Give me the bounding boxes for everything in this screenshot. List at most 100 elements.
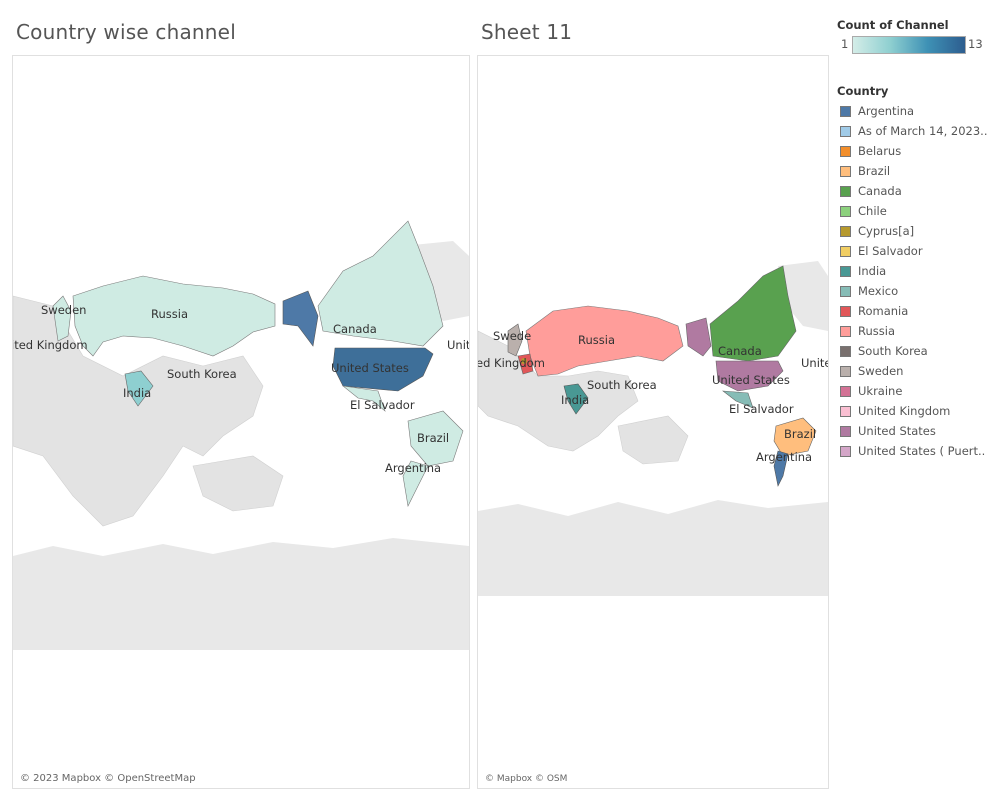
color-ramp bbox=[852, 36, 966, 54]
country-legend-item[interactable]: United States bbox=[840, 421, 988, 441]
label-india: India bbox=[561, 393, 589, 407]
alaska-region[interactable] bbox=[282, 290, 319, 347]
romania-region[interactable] bbox=[517, 353, 534, 375]
brazil-region[interactable] bbox=[773, 417, 817, 457]
legend-label: Mexico bbox=[858, 284, 899, 298]
alaska-region[interactable] bbox=[685, 317, 712, 357]
sweden-region[interactable] bbox=[52, 295, 72, 342]
color-legend-max: 13 bbox=[968, 37, 983, 51]
mexico-region[interactable] bbox=[341, 385, 386, 412]
legend-swatch bbox=[840, 165, 851, 177]
legend-label: Romania bbox=[858, 304, 909, 318]
india-region[interactable] bbox=[563, 383, 589, 415]
legend-label: United Kingdom bbox=[858, 404, 951, 418]
legend-swatch bbox=[840, 125, 851, 137]
map-attribution[interactable]: © Mapbox © OSM bbox=[485, 774, 568, 784]
legend-label: Sweden bbox=[858, 364, 904, 378]
legend-label: As of March 14, 2023.. bbox=[858, 124, 988, 138]
australia-shape bbox=[192, 455, 284, 512]
legend-swatch bbox=[840, 345, 851, 357]
country-legend-item[interactable]: As of March 14, 2023.. bbox=[840, 121, 988, 141]
label-brazil: Brazil bbox=[417, 431, 449, 445]
australia-shape bbox=[617, 415, 689, 465]
legend-label: Ukraine bbox=[858, 384, 903, 398]
cyprus-region[interactable] bbox=[521, 358, 527, 364]
legend-swatch bbox=[840, 405, 851, 417]
canada-region[interactable] bbox=[317, 220, 444, 347]
country-legend-item[interactable]: Argentina bbox=[840, 101, 988, 121]
color-legend-title: Count of Channel bbox=[837, 18, 949, 32]
label-brazil: Brazil bbox=[784, 427, 816, 441]
label-sweden: Sweden bbox=[41, 303, 86, 317]
legend-label: South Korea bbox=[858, 344, 928, 358]
canada-region[interactable] bbox=[709, 265, 797, 362]
map-canvas: Russia Canada Swede ed Kingdom South Kor… bbox=[478, 56, 828, 788]
legend-label: Russia bbox=[858, 324, 895, 338]
united-states-region[interactable] bbox=[715, 360, 784, 392]
label-argentina: Argentina bbox=[385, 461, 441, 475]
sheet-title-right: Sheet 11 bbox=[481, 20, 573, 44]
argentina-region[interactable] bbox=[402, 460, 429, 507]
legend-label: United States bbox=[858, 424, 936, 438]
map-attribution[interactable]: © 2023 Mapbox © OpenStreetMap bbox=[20, 773, 196, 784]
country-legend-item[interactable]: Canada bbox=[840, 181, 988, 201]
label-canada: Canada bbox=[718, 344, 762, 358]
label-sweden: Swede bbox=[493, 329, 531, 343]
country-legend-item[interactable]: South Korea bbox=[840, 341, 988, 361]
country-legend-item[interactable]: Chile bbox=[840, 201, 988, 221]
legend-label: United States ( Puert.. bbox=[858, 444, 986, 458]
label-edge-united: Unit bbox=[447, 338, 469, 352]
legend-swatch bbox=[840, 425, 851, 437]
country-legend-item[interactable]: India bbox=[840, 261, 988, 281]
mexico-region[interactable] bbox=[722, 390, 754, 409]
label-south-korea: South Korea bbox=[587, 378, 657, 392]
legend-label: Argentina bbox=[858, 104, 915, 118]
country-legend-item[interactable]: Cyprus[a] bbox=[840, 221, 988, 241]
antarctica-shape bbox=[13, 538, 469, 650]
country-legend-item[interactable]: Russia bbox=[840, 321, 988, 341]
united-states-region[interactable] bbox=[332, 347, 434, 392]
legend-swatch bbox=[840, 445, 851, 457]
legend-label: Brazil bbox=[858, 164, 891, 178]
label-canada: Canada bbox=[333, 322, 377, 336]
russia-region[interactable] bbox=[72, 275, 276, 357]
label-united-kingdom: ed Kingdom bbox=[478, 356, 545, 370]
legend-label: Cyprus[a] bbox=[858, 224, 915, 238]
label-russia: Russia bbox=[578, 333, 615, 347]
legend-swatch bbox=[840, 365, 851, 377]
country-legend-item[interactable]: Mexico bbox=[840, 281, 988, 301]
map-canvas: Russia Canada Sweden ited Kingdom South … bbox=[13, 56, 469, 788]
brazil-region[interactable] bbox=[407, 410, 464, 467]
country-legend-item[interactable]: Romania bbox=[840, 301, 988, 321]
legend-swatch bbox=[840, 225, 851, 237]
country-legend-item[interactable]: United Kingdom bbox=[840, 401, 988, 421]
map-country-wise-channel[interactable]: Russia Canada Sweden ited Kingdom South … bbox=[12, 55, 470, 789]
color-legend-min: 1 bbox=[841, 37, 849, 51]
legend-label: Canada bbox=[858, 184, 902, 198]
label-united-states: United States bbox=[331, 361, 409, 375]
country-legend-item[interactable]: El Salvador bbox=[840, 241, 988, 261]
grey-landmass bbox=[13, 295, 264, 527]
legend-label: El Salvador bbox=[858, 244, 923, 258]
map-sheet-11[interactable]: Russia Canada Swede ed Kingdom South Kor… bbox=[477, 55, 829, 789]
country-legend-item[interactable]: Brazil bbox=[840, 161, 988, 181]
antarctica-shape bbox=[478, 500, 828, 596]
label-argentina: Argentina bbox=[756, 450, 812, 464]
country-legend-item[interactable]: Belarus bbox=[840, 141, 988, 161]
india-region[interactable] bbox=[124, 370, 154, 407]
legend-label: India bbox=[858, 264, 887, 278]
greenland-shape bbox=[778, 261, 828, 331]
label-russia: Russia bbox=[151, 307, 188, 321]
sweden-region[interactable] bbox=[507, 323, 523, 357]
legend-swatch bbox=[840, 145, 851, 157]
legend-swatch bbox=[840, 185, 851, 197]
argentina-region[interactable] bbox=[773, 450, 789, 487]
legend-swatch bbox=[840, 245, 851, 257]
country-legend-item[interactable]: Ukraine bbox=[840, 381, 988, 401]
label-united-kingdom: ited Kingdom bbox=[13, 338, 88, 352]
country-legend-item[interactable]: United States ( Puert.. bbox=[840, 441, 988, 461]
country-legend-item[interactable]: Sweden bbox=[840, 361, 988, 381]
legend-swatch bbox=[840, 105, 851, 117]
russia-region[interactable] bbox=[525, 305, 684, 377]
label-edge-united: Unite bbox=[801, 356, 828, 370]
